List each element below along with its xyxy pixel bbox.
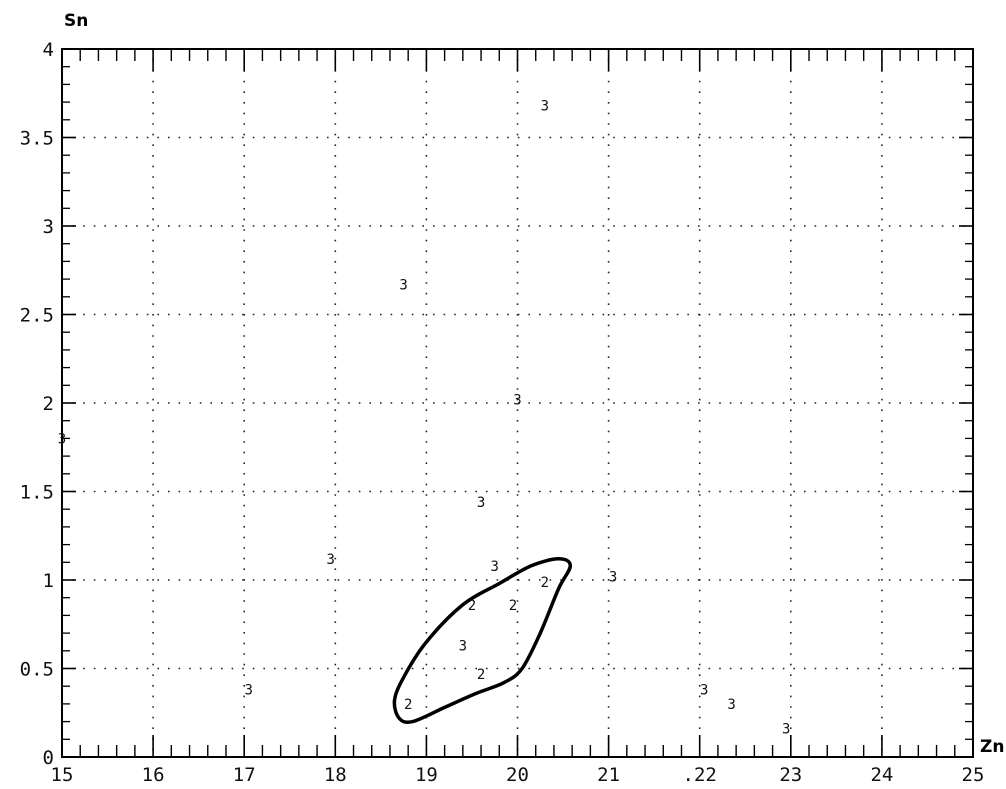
y-tick-label: 2.5 <box>20 305 54 327</box>
data-point: 3 <box>727 697 735 713</box>
x-tick-label: 17 <box>233 764 256 786</box>
x-tick-label: 24 <box>870 764 893 786</box>
x-tick-label: 20 <box>506 764 529 786</box>
data-point: 3 <box>609 569 617 585</box>
y-tick-label: 3 <box>43 216 54 238</box>
enclosure-outline <box>392 557 573 725</box>
data-point: 2 <box>404 697 412 713</box>
y-tick-label: 1 <box>43 570 54 592</box>
y-tick-label: 0.5 <box>20 659 54 681</box>
x-tick-label: .22 <box>683 764 717 786</box>
grid <box>62 49 973 757</box>
data-point: 3 <box>513 392 521 408</box>
y-tick-label: 1.5 <box>20 482 54 504</box>
data-point: 2 <box>541 575 549 591</box>
y-tick-label: 4 <box>43 39 54 61</box>
plot-frame <box>61 48 974 758</box>
x-tick-label: 23 <box>779 764 802 786</box>
y-tick-label: 3.5 <box>20 128 54 150</box>
y-axis-label: Sn <box>64 11 88 31</box>
data-point: 3 <box>541 99 549 115</box>
y-tick-label: 0 <box>43 747 54 769</box>
data-point: 3 <box>459 638 467 654</box>
x-tick-label: 16 <box>142 764 165 786</box>
data-point: 3 <box>58 431 66 447</box>
x-axis-label: Zn <box>980 737 1004 757</box>
data-point: 2 <box>468 598 476 614</box>
data-point: 3 <box>399 277 407 293</box>
data-point: 3 <box>700 683 708 699</box>
y-tick-label: 2 <box>43 393 54 415</box>
x-tick-label: 21 <box>597 764 620 786</box>
x-tick-label: 18 <box>324 764 347 786</box>
data-point: 3 <box>491 559 499 575</box>
x-tick-label: 19 <box>415 764 438 786</box>
data-point: 3 <box>245 683 253 699</box>
tick-marks <box>61 48 974 758</box>
data-point: 3 <box>477 495 485 511</box>
data-point: 2 <box>477 667 485 683</box>
x-tick-label: 15 <box>51 764 74 786</box>
data-point: 2 <box>509 598 517 614</box>
data-point: 3 <box>782 722 790 738</box>
data-point: 3 <box>327 552 335 568</box>
x-tick-label: 25 <box>962 764 985 786</box>
